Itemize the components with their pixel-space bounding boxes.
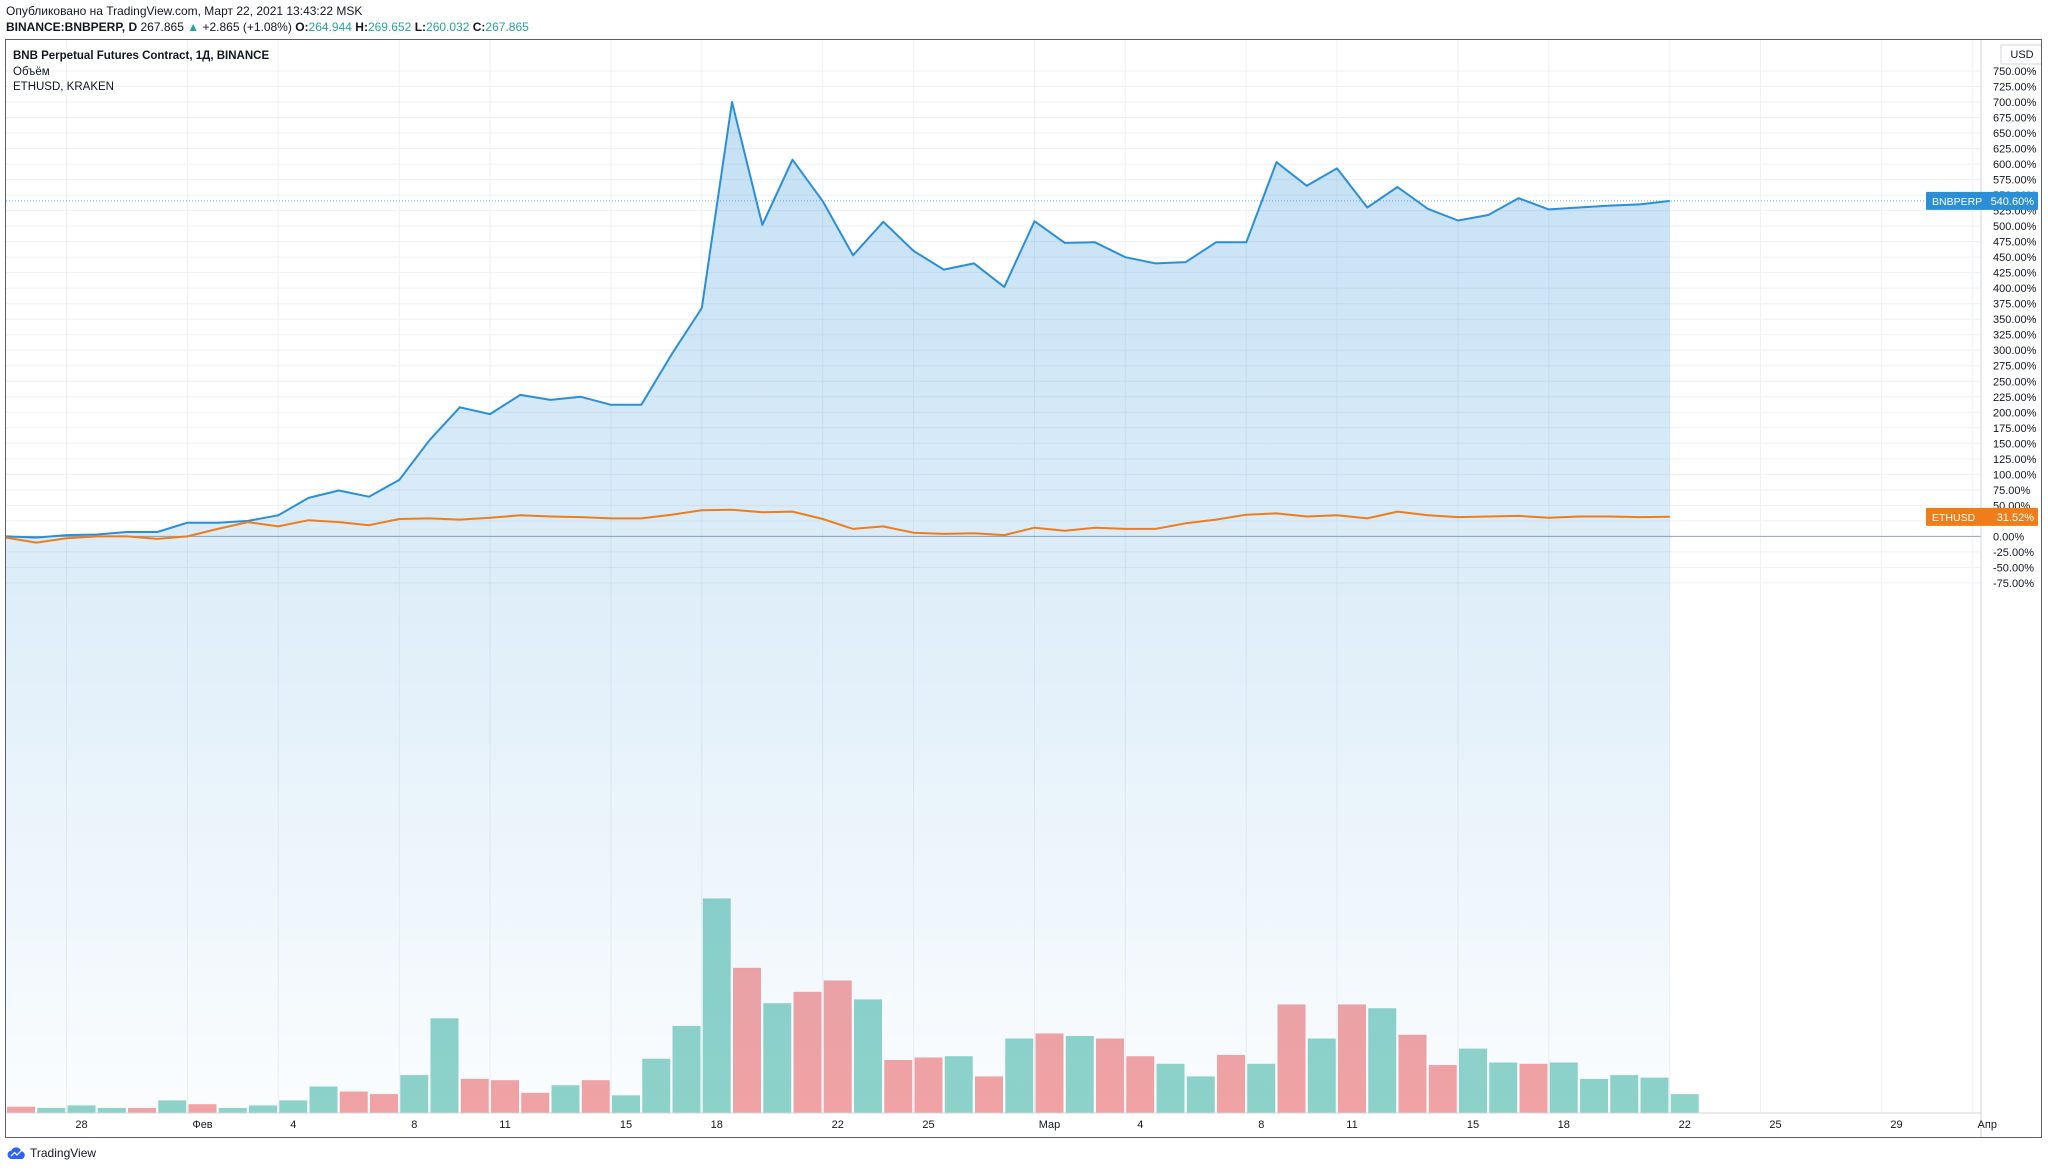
eth-line — [6, 508, 1670, 544]
time-tick-label: 28 — [75, 1119, 87, 1131]
legend-compare-series[interactable]: ETHUSD, KRAKEN — [13, 81, 114, 93]
bnb-line — [6, 101, 1670, 539]
price-tick-label: 75.00% — [1993, 485, 2031, 497]
price-tick-label: 225.00% — [1993, 392, 2037, 404]
symbol-info-line: BINANCE:BNBPERP, D 267.865 ▲ +2.865 (+1.… — [6, 20, 529, 34]
legend-main-series[interactable]: BNB Perpetual Futures Contract, 1Д, BINA… — [13, 50, 270, 62]
time-tick-label: 8 — [1258, 1119, 1264, 1131]
price-tick-label: 200.00% — [1993, 407, 2037, 419]
price-tick-label: 100.00% — [1993, 469, 2037, 481]
price-tick-label: 50.00% — [1993, 500, 2031, 512]
time-tick-label: 15 — [1467, 1119, 1479, 1131]
bnb-price-badge: BNBPERP 540.60% — [1926, 191, 2038, 210]
last-price: 267.865 — [140, 20, 184, 34]
currency-box — [2000, 44, 2041, 65]
price-tick-label: 400.00% — [1993, 283, 2037, 295]
symbol-name[interactable]: BINANCE:BNBPERP, D — [6, 20, 138, 34]
eth-price-badge-name: ETHUSD — [1932, 512, 1976, 524]
price-tick-label: 375.00% — [1993, 299, 2037, 311]
price-tick-label: 750.00% — [1993, 66, 2037, 78]
price-tick-label: 575.00% — [1993, 175, 2037, 187]
price-tick-label: 700.00% — [1993, 97, 2037, 109]
price-tick-label: 725.00% — [1993, 82, 2037, 94]
time-tick-label: 11 — [1346, 1119, 1357, 1131]
price-tick-label: 450.00% — [1993, 252, 2037, 264]
bnb-price-badge-value: 540.60% — [1991, 196, 2035, 208]
legend-volume[interactable]: Объём — [13, 65, 50, 78]
chart-svg[interactable]: -75.00%-50.00%-25.00%0.00%25.00%50.00%75… — [6, 40, 2041, 1137]
time-tick-label: Апр — [1978, 1119, 1997, 1131]
time-tick-label: 18 — [1558, 1119, 1570, 1131]
price-tick-label: -50.00% — [1993, 562, 2034, 574]
time-tick-label: 4 — [1137, 1119, 1143, 1131]
price-tick-label: 425.00% — [1993, 268, 2037, 280]
price-tick-label: 275.00% — [1993, 361, 2037, 373]
eth-price-badge-value: 31.52% — [1997, 512, 2035, 524]
high-label: H: — [355, 20, 368, 34]
price-tick-label: 125.00% — [1993, 454, 2037, 466]
time-tick-label: 15 — [620, 1119, 632, 1131]
open-label: O: — [295, 20, 309, 34]
price-tick-label: 675.00% — [1993, 113, 2037, 125]
price-tick-label: 250.00% — [1993, 376, 2037, 388]
price-tick-label: 650.00% — [1993, 128, 2037, 140]
price-tick-label: 475.00% — [1993, 237, 2037, 249]
eth-price-badge: ETHUSD 31.52% — [1926, 507, 2038, 526]
price-tick-label: 0.00% — [1993, 531, 2024, 543]
time-tick-label: 22 — [1679, 1119, 1691, 1131]
price-tick-label: 350.00% — [1993, 314, 2037, 326]
bnb-price-badge-name: BNBPERP — [1932, 196, 1982, 208]
price-tick-label: 500.00% — [1993, 221, 2037, 233]
time-tick-label: 11 — [499, 1119, 510, 1131]
price-tick-label: 625.00% — [1993, 144, 2037, 156]
price-tick-label: -75.00% — [1993, 578, 2034, 590]
price-tick-label: 325.00% — [1993, 330, 2037, 342]
low-value: 260.032 — [426, 20, 470, 34]
change-arrow-icon: ▲ — [187, 20, 200, 34]
time-tick-label: 4 — [290, 1119, 296, 1131]
low-label: L: — [414, 20, 427, 34]
time-tick-label: 8 — [411, 1119, 417, 1131]
time-tick-label: 25 — [1769, 1119, 1781, 1131]
time-tick-label: 18 — [711, 1119, 723, 1131]
published-line: Опубликовано на TradingView.com, Март 22… — [6, 4, 363, 18]
price-tick-label: 175.00% — [1993, 423, 2037, 435]
bnb-area-fill — [6, 102, 1670, 1113]
chart-frame[interactable]: -75.00%-50.00%-25.00%0.00%25.00%50.00%75… — [5, 39, 2042, 1138]
currency-label: USD — [2010, 49, 2033, 61]
close-label: C: — [472, 20, 486, 34]
price-tick-label: 150.00% — [1993, 438, 2037, 450]
high-value: 269.652 — [367, 20, 412, 34]
time-tick-label: 29 — [1890, 1119, 1902, 1131]
chart-legend: BNB Perpetual Futures Contract, 1Д, BINA… — [13, 49, 269, 96]
open-value: 264.944 — [308, 20, 352, 34]
tradingview-cloud-icon[interactable] — [6, 1146, 26, 1160]
time-tick-label: 25 — [922, 1119, 934, 1131]
time-tick-label: Мар — [1039, 1119, 1061, 1131]
price-tick-label: 600.00% — [1993, 159, 2037, 171]
time-tick-label: Фев — [192, 1119, 212, 1131]
close-value: 267.865 — [485, 20, 529, 34]
time-tick-label: 22 — [832, 1119, 844, 1131]
price-change: +2.865 (+1.08%) — [202, 20, 292, 34]
price-tick-label: -25.00% — [1993, 547, 2034, 559]
footer: TradingView — [6, 1146, 96, 1160]
volume-bar — [1670, 1094, 1699, 1113]
price-tick-label: 300.00% — [1993, 345, 2037, 357]
footer-brand[interactable]: TradingView — [30, 1146, 97, 1160]
